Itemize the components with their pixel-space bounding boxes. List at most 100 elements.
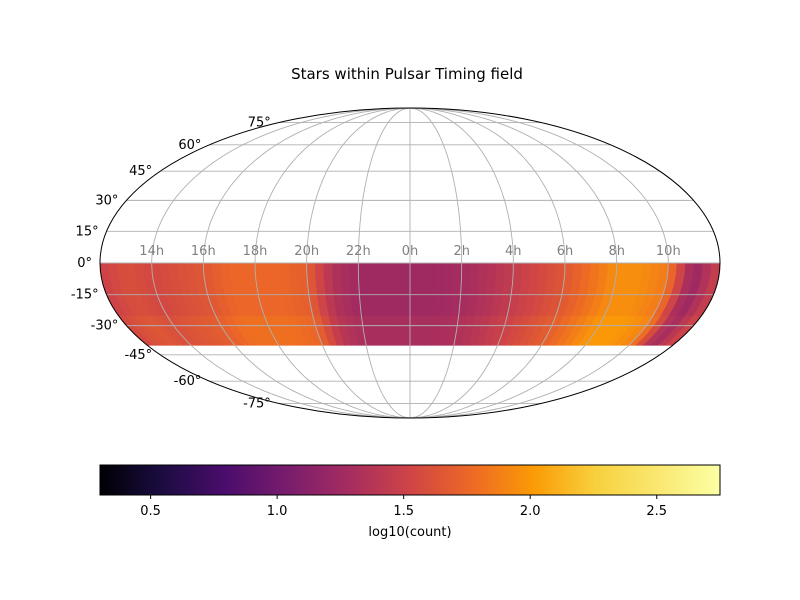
density-cell (650, 262, 661, 274)
dec-tick-label: -60° (174, 374, 202, 389)
grid-lines (100, 108, 720, 418)
dec-tick-label: -45° (124, 348, 152, 363)
density-cell (289, 262, 299, 274)
density-cell (546, 273, 557, 285)
density-cell (588, 273, 600, 285)
density-cell (211, 262, 222, 274)
density-cell (521, 262, 531, 274)
density-cell (675, 262, 686, 274)
density-cell (177, 262, 187, 274)
density-cell (297, 262, 308, 274)
density-cell (459, 294, 470, 306)
density-cell (443, 273, 454, 285)
dec-tick-label: -75° (243, 396, 271, 411)
density-cell (426, 262, 437, 274)
density-cell (323, 273, 334, 285)
density-cell (452, 273, 462, 285)
density-cell (461, 262, 471, 274)
density-cell (468, 283, 479, 296)
density-cell (394, 335, 404, 346)
density-cell (375, 283, 386, 296)
density-cell (237, 262, 248, 274)
density-cell (393, 325, 403, 336)
density-cell (349, 273, 360, 285)
ra-tick-label: 22h (346, 244, 371, 259)
density-cell (297, 273, 308, 285)
colorbar-tick-label: 1.0 (267, 504, 288, 519)
density-cell (494, 273, 505, 285)
density-cell (220, 273, 232, 285)
density-cell (393, 304, 403, 316)
density-cell (493, 283, 505, 296)
density-cell (325, 294, 336, 306)
dec-tick-label: 45° (129, 164, 152, 179)
density-cell (220, 262, 230, 274)
density-cell (409, 315, 419, 326)
density-cell (435, 273, 445, 285)
colorbar-tick-label: 2.0 (520, 504, 541, 519)
density-cell (418, 283, 428, 296)
density-cell (358, 273, 368, 285)
density-cell (324, 283, 335, 296)
density-cell (469, 262, 480, 274)
density-cell (571, 273, 583, 285)
density-cell (340, 273, 351, 285)
density-cell (168, 262, 179, 274)
density-cell (116, 262, 127, 274)
density-cell (368, 304, 378, 316)
density-cell (572, 262, 583, 274)
dec-tick-label: 30° (95, 193, 118, 208)
density-cell (529, 273, 540, 285)
ra-tick-label: 8h (608, 244, 625, 259)
ra-tick-label: 20h (294, 244, 319, 259)
density-cell (306, 262, 316, 274)
density-cell (426, 273, 437, 285)
density-cell (385, 315, 395, 326)
density-cell (246, 262, 256, 274)
density-cell (409, 335, 418, 346)
density-cell (424, 325, 434, 336)
density-cell (212, 273, 223, 285)
density-cell (384, 294, 394, 306)
ra-tick-label: 2h (453, 244, 470, 259)
density-cell (263, 273, 274, 285)
density-cell (486, 262, 497, 274)
density-cell (379, 335, 389, 346)
density-cell (409, 273, 419, 285)
density-cell (580, 273, 591, 285)
density-cell (376, 304, 387, 316)
density-cell (393, 315, 403, 326)
density-cell (504, 262, 514, 274)
density-cell (693, 262, 704, 274)
density-cell (434, 294, 445, 306)
density-cell (340, 262, 351, 274)
colorbar-tick-label: 2.5 (646, 504, 667, 519)
density-cell (495, 262, 506, 274)
density-cell (401, 273, 411, 285)
density-cell (281, 283, 293, 296)
density-cell (416, 335, 426, 346)
density-cell (378, 325, 388, 336)
colorbar-tick-label: 1.5 (393, 504, 414, 519)
density-cell (442, 294, 453, 306)
dec-tick-label: -30° (91, 319, 119, 334)
density-cell (477, 273, 488, 285)
density-cell (359, 304, 370, 316)
density-cell (442, 304, 452, 316)
density-cell (701, 262, 712, 274)
chart-title: Stars within Pulsar Timing field (291, 65, 523, 83)
ra-tick-label: 6h (557, 244, 574, 259)
dec-tick-label: 75° (248, 116, 271, 131)
density-cell (409, 304, 419, 316)
ra-tick-label: 4h (505, 244, 522, 259)
density-cell (555, 262, 566, 274)
density-cell (332, 273, 343, 285)
density-cell (375, 262, 385, 274)
ra-tick-label: 10h (656, 244, 681, 259)
colorbar-label: log10(count) (368, 525, 451, 540)
density-cell (467, 294, 478, 306)
density-cell (367, 294, 378, 306)
density-cell (538, 262, 549, 274)
density-cell (409, 283, 419, 296)
density-cell (433, 304, 444, 316)
